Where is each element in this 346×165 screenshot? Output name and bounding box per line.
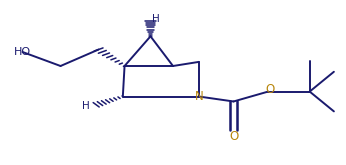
Text: H: H — [152, 14, 160, 24]
Text: H: H — [82, 101, 90, 111]
Text: HO: HO — [14, 47, 31, 57]
Text: O: O — [265, 83, 274, 96]
Text: N: N — [194, 90, 203, 103]
Text: O: O — [229, 130, 238, 143]
